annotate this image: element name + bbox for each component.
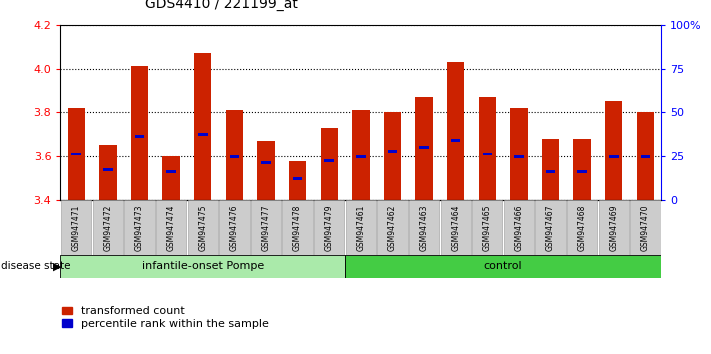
Text: GSM947479: GSM947479 — [325, 204, 333, 251]
Text: GSM947473: GSM947473 — [135, 204, 144, 251]
Text: ▶: ▶ — [53, 261, 62, 271]
FancyBboxPatch shape — [345, 255, 661, 278]
Bar — [134, 135, 144, 138]
Bar — [352, 110, 370, 200]
Bar — [415, 97, 433, 200]
FancyBboxPatch shape — [567, 200, 597, 255]
Bar — [198, 133, 208, 136]
Text: GSM947470: GSM947470 — [641, 204, 650, 251]
Bar — [542, 139, 560, 200]
FancyBboxPatch shape — [409, 200, 439, 255]
FancyBboxPatch shape — [630, 200, 661, 255]
Bar — [261, 161, 271, 164]
Text: GSM947474: GSM947474 — [166, 204, 176, 251]
FancyBboxPatch shape — [156, 200, 186, 255]
Bar — [447, 62, 464, 200]
FancyBboxPatch shape — [219, 200, 250, 255]
Text: GSM947466: GSM947466 — [515, 204, 523, 251]
Bar — [257, 141, 274, 200]
Text: GSM947461: GSM947461 — [356, 204, 365, 251]
FancyBboxPatch shape — [346, 200, 376, 255]
Bar — [194, 53, 211, 200]
Text: GSM947475: GSM947475 — [198, 204, 207, 251]
Bar — [483, 153, 492, 155]
Text: GSM947471: GSM947471 — [72, 204, 81, 251]
FancyBboxPatch shape — [282, 200, 313, 255]
Bar — [99, 145, 117, 200]
FancyBboxPatch shape — [599, 200, 629, 255]
Text: disease state: disease state — [1, 261, 70, 271]
Text: GDS4410 / 221199_at: GDS4410 / 221199_at — [144, 0, 297, 11]
FancyBboxPatch shape — [535, 200, 566, 255]
Bar — [289, 161, 306, 200]
Bar — [546, 170, 555, 173]
Bar — [225, 110, 243, 200]
FancyBboxPatch shape — [60, 255, 345, 278]
Text: GSM947469: GSM947469 — [609, 204, 619, 251]
FancyBboxPatch shape — [124, 200, 155, 255]
Bar — [356, 155, 365, 158]
Text: infantile-onset Pompe: infantile-onset Pompe — [141, 261, 264, 272]
Bar — [293, 177, 302, 179]
Bar — [577, 170, 587, 173]
FancyBboxPatch shape — [472, 200, 503, 255]
Bar — [162, 156, 180, 200]
FancyBboxPatch shape — [61, 200, 92, 255]
Text: GSM947472: GSM947472 — [103, 204, 112, 251]
Text: GSM947465: GSM947465 — [483, 204, 492, 251]
Text: GSM947463: GSM947463 — [419, 204, 429, 251]
Bar — [324, 159, 334, 162]
Bar — [574, 139, 591, 200]
Bar — [384, 112, 401, 200]
Bar — [451, 139, 461, 142]
Text: GSM947478: GSM947478 — [293, 204, 302, 251]
Bar — [230, 155, 239, 158]
FancyBboxPatch shape — [441, 200, 471, 255]
Bar — [387, 150, 397, 153]
Bar — [514, 155, 524, 158]
Text: GSM947462: GSM947462 — [388, 204, 397, 251]
FancyBboxPatch shape — [504, 200, 534, 255]
Bar — [166, 170, 176, 173]
Bar — [419, 146, 429, 149]
Text: GSM947468: GSM947468 — [577, 204, 587, 251]
Bar — [637, 112, 654, 200]
Bar — [510, 108, 528, 200]
Bar — [609, 155, 619, 158]
FancyBboxPatch shape — [314, 200, 344, 255]
Bar — [72, 153, 81, 155]
FancyBboxPatch shape — [251, 200, 281, 255]
Bar — [68, 108, 85, 200]
Text: GSM947477: GSM947477 — [262, 204, 270, 251]
Bar — [479, 97, 496, 200]
Bar — [641, 155, 650, 158]
FancyBboxPatch shape — [92, 200, 123, 255]
Bar — [321, 128, 338, 200]
Text: GSM947467: GSM947467 — [546, 204, 555, 251]
FancyBboxPatch shape — [188, 200, 218, 255]
Bar — [103, 168, 112, 171]
Legend: transformed count, percentile rank within the sample: transformed count, percentile rank withi… — [63, 307, 269, 329]
FancyBboxPatch shape — [378, 200, 407, 255]
Bar — [131, 67, 148, 200]
Text: GSM947476: GSM947476 — [230, 204, 239, 251]
Text: GSM947464: GSM947464 — [451, 204, 460, 251]
Text: control: control — [483, 261, 523, 272]
Bar — [605, 102, 623, 200]
